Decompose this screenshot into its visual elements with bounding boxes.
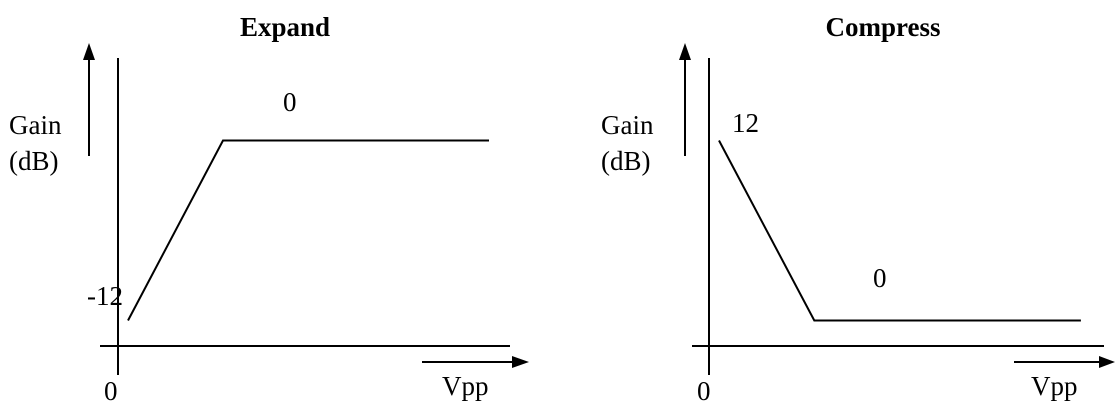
- expand-start-label: -12: [87, 281, 123, 311]
- expand-title: Expand: [240, 12, 330, 42]
- compress-start-label: 12: [732, 108, 759, 138]
- compress-gain-curve: [718, 140, 1081, 322]
- compress-vpp-indicator-arrowhead: [1099, 356, 1115, 368]
- compress-y-label-db: (dB): [601, 146, 651, 176]
- compress-y-label-gain: Gain: [601, 110, 654, 140]
- expand-vpp-indicator-arrowhead: [512, 356, 529, 368]
- expand-x-origin-label: 0: [104, 376, 118, 405]
- expand-gain-curve: [127, 139, 489, 321]
- compress-gain-indicator-arrowhead: [679, 43, 691, 60]
- expand-gain-indicator-arrowhead: [83, 43, 95, 60]
- expand-y-label-gain: Gain: [9, 110, 62, 140]
- compress-x-label: Vpp: [1031, 371, 1078, 401]
- compress-title: Compress: [825, 12, 940, 42]
- compress-x-origin-label: 0: [697, 376, 711, 405]
- compress-panel: Compress Gain (dB) 12 0 0 Vpp: [601, 12, 1115, 405]
- expand-x-label: Vpp: [442, 371, 489, 401]
- compress-plateau-label: 0: [873, 263, 887, 293]
- expand-y-label-db: (dB): [9, 146, 59, 176]
- expand-plateau-label: 0: [283, 87, 297, 117]
- expand-panel: Expand Gain (dB) -12 0 0 Vpp: [9, 12, 529, 405]
